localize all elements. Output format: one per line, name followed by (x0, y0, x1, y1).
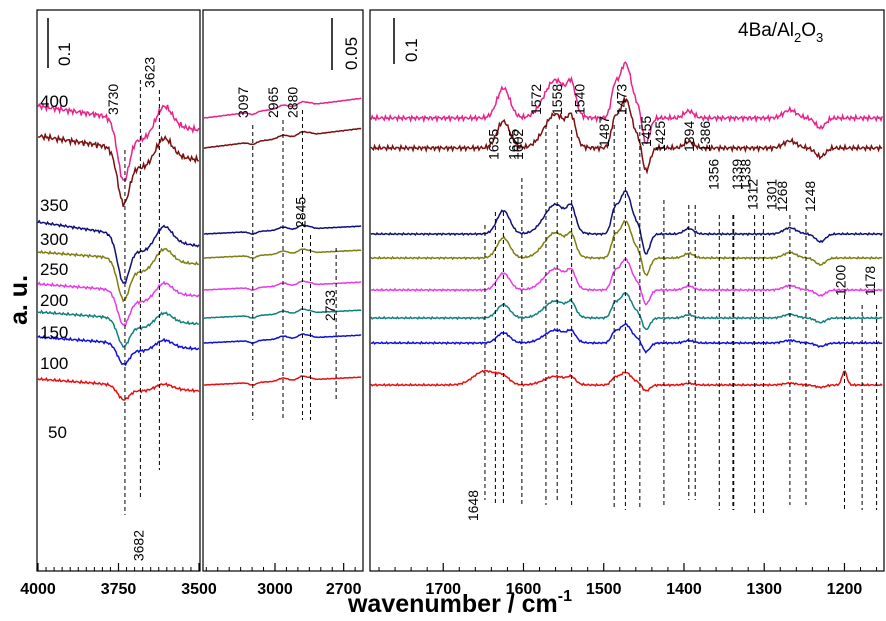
text-labels: 4000 3750 3500 3000 2700 1700 1600 1500 1400 1300… (20, 57, 878, 598)
temperature-label: 150 (40, 323, 68, 342)
peak-label: 3097 (235, 87, 251, 118)
x-tick-label: 1500 (586, 581, 622, 598)
spectrum-100-panel-3 (370, 323, 883, 354)
peak-label: 1356 (705, 159, 721, 190)
spectrum-350-panel-1 (37, 132, 199, 207)
peak-label: 2845 (293, 197, 309, 228)
peak-label: 1200 (833, 265, 849, 296)
peak-label: 1312 (745, 179, 761, 210)
peak-label: 1540 (572, 84, 588, 115)
temperature-label: 250 (40, 260, 68, 279)
x-tick-label: 3750 (101, 581, 137, 598)
peak-label: 1178 (862, 266, 878, 296)
peak-label: 2880 (285, 87, 301, 118)
peak-label: 1248 (802, 181, 818, 212)
spectrum-100-panel-1 (37, 334, 200, 367)
peak-label: 1455 (638, 116, 654, 147)
peak-label: 1487 (596, 116, 612, 147)
spectrum-350-panel-2 (203, 127, 362, 150)
temperature-label: 200 (40, 291, 68, 310)
peak-label: 1473 (613, 84, 629, 115)
x-axis-label: wavenumber / cm-1 (347, 588, 572, 618)
axis-ticks (37, 563, 878, 571)
spectrum-50-panel-2 (203, 375, 362, 386)
x-tick-label: 1200 (827, 581, 863, 598)
x-tick-label: 1600 (506, 581, 542, 598)
peak-label: 2965 (265, 87, 281, 118)
spectrum-300-panel-1 (37, 219, 200, 285)
temperature-label: 350 (40, 196, 68, 215)
peak-label: 3623 (141, 57, 157, 88)
x-tick-label: 2700 (326, 581, 362, 598)
spectrum-250-panel-2 (203, 248, 362, 259)
spectrum-350-panel-3 (370, 95, 883, 175)
peak-droplines (124, 80, 878, 515)
peak-label: 2733 (322, 290, 338, 321)
peak-label: 1635 (485, 129, 501, 160)
spectrum-50-panel-3 (370, 369, 883, 392)
spectrum-200-panel-1 (37, 280, 200, 327)
spectrum-200-panel-3 (370, 258, 883, 306)
x-tick-label: 1700 (425, 581, 461, 598)
peak-label: 1602 (510, 129, 526, 160)
spectrum-250-panel-3 (370, 219, 883, 277)
peak-label: 1625 (505, 129, 521, 160)
spectrum-400-panel-3 (370, 61, 883, 145)
spectra-layer (37, 61, 883, 401)
peak-label: 1386 (697, 121, 713, 152)
x-tick-label: 3500 (181, 581, 217, 598)
temperature-label: 100 (40, 354, 68, 373)
scale-bar-2-label: 0.05 (342, 37, 361, 70)
peak-label: 1268 (774, 181, 790, 212)
spectrum-150-panel-3 (370, 292, 883, 331)
spectrum-50-panel-1 (37, 376, 200, 401)
x-tick-label: 1400 (666, 581, 702, 598)
x-tick-label: 4000 (20, 581, 56, 598)
sample-label: 4Ba/Al2O3 (738, 20, 823, 45)
spectrum-250-panel-1 (37, 247, 200, 303)
peak-label: 1394 (681, 121, 697, 152)
peak-label: 1301 (763, 179, 779, 210)
spectrum-300-panel-3 (370, 190, 883, 255)
peak-label: 1648 (465, 490, 481, 521)
spectrum-100-panel-2 (203, 332, 362, 345)
panel-2-frame (202, 9, 364, 572)
spectrum-400-panel-1 (37, 102, 200, 182)
spectrum-150-panel-1 (38, 309, 199, 349)
panel-3-frame (369, 9, 885, 572)
peak-label: 1572 (528, 84, 544, 115)
y-axis-label: a. u. (5, 275, 33, 325)
x-tick-label: 1300 (746, 581, 782, 598)
peak-label: 1425 (652, 121, 668, 152)
x-axis-label-sup: -1 (558, 588, 572, 605)
temperature-label: 300 (40, 230, 68, 249)
temperature-label: 400 (40, 92, 68, 111)
peak-label: 3682 (130, 530, 146, 561)
temperature-label: 50 (48, 423, 67, 442)
scale-bar-1-label: 0.1 (55, 42, 74, 66)
peak-label: 1558 (549, 84, 565, 115)
peak-label: 1338 (738, 159, 754, 190)
peak-label: 1339 (729, 159, 745, 190)
peak-label: 3730 (105, 84, 121, 115)
x-tick-label: 3000 (257, 581, 293, 598)
scale-bar-3-label: 0.1 (402, 38, 421, 62)
spectrum-400-panel-2 (203, 97, 362, 119)
